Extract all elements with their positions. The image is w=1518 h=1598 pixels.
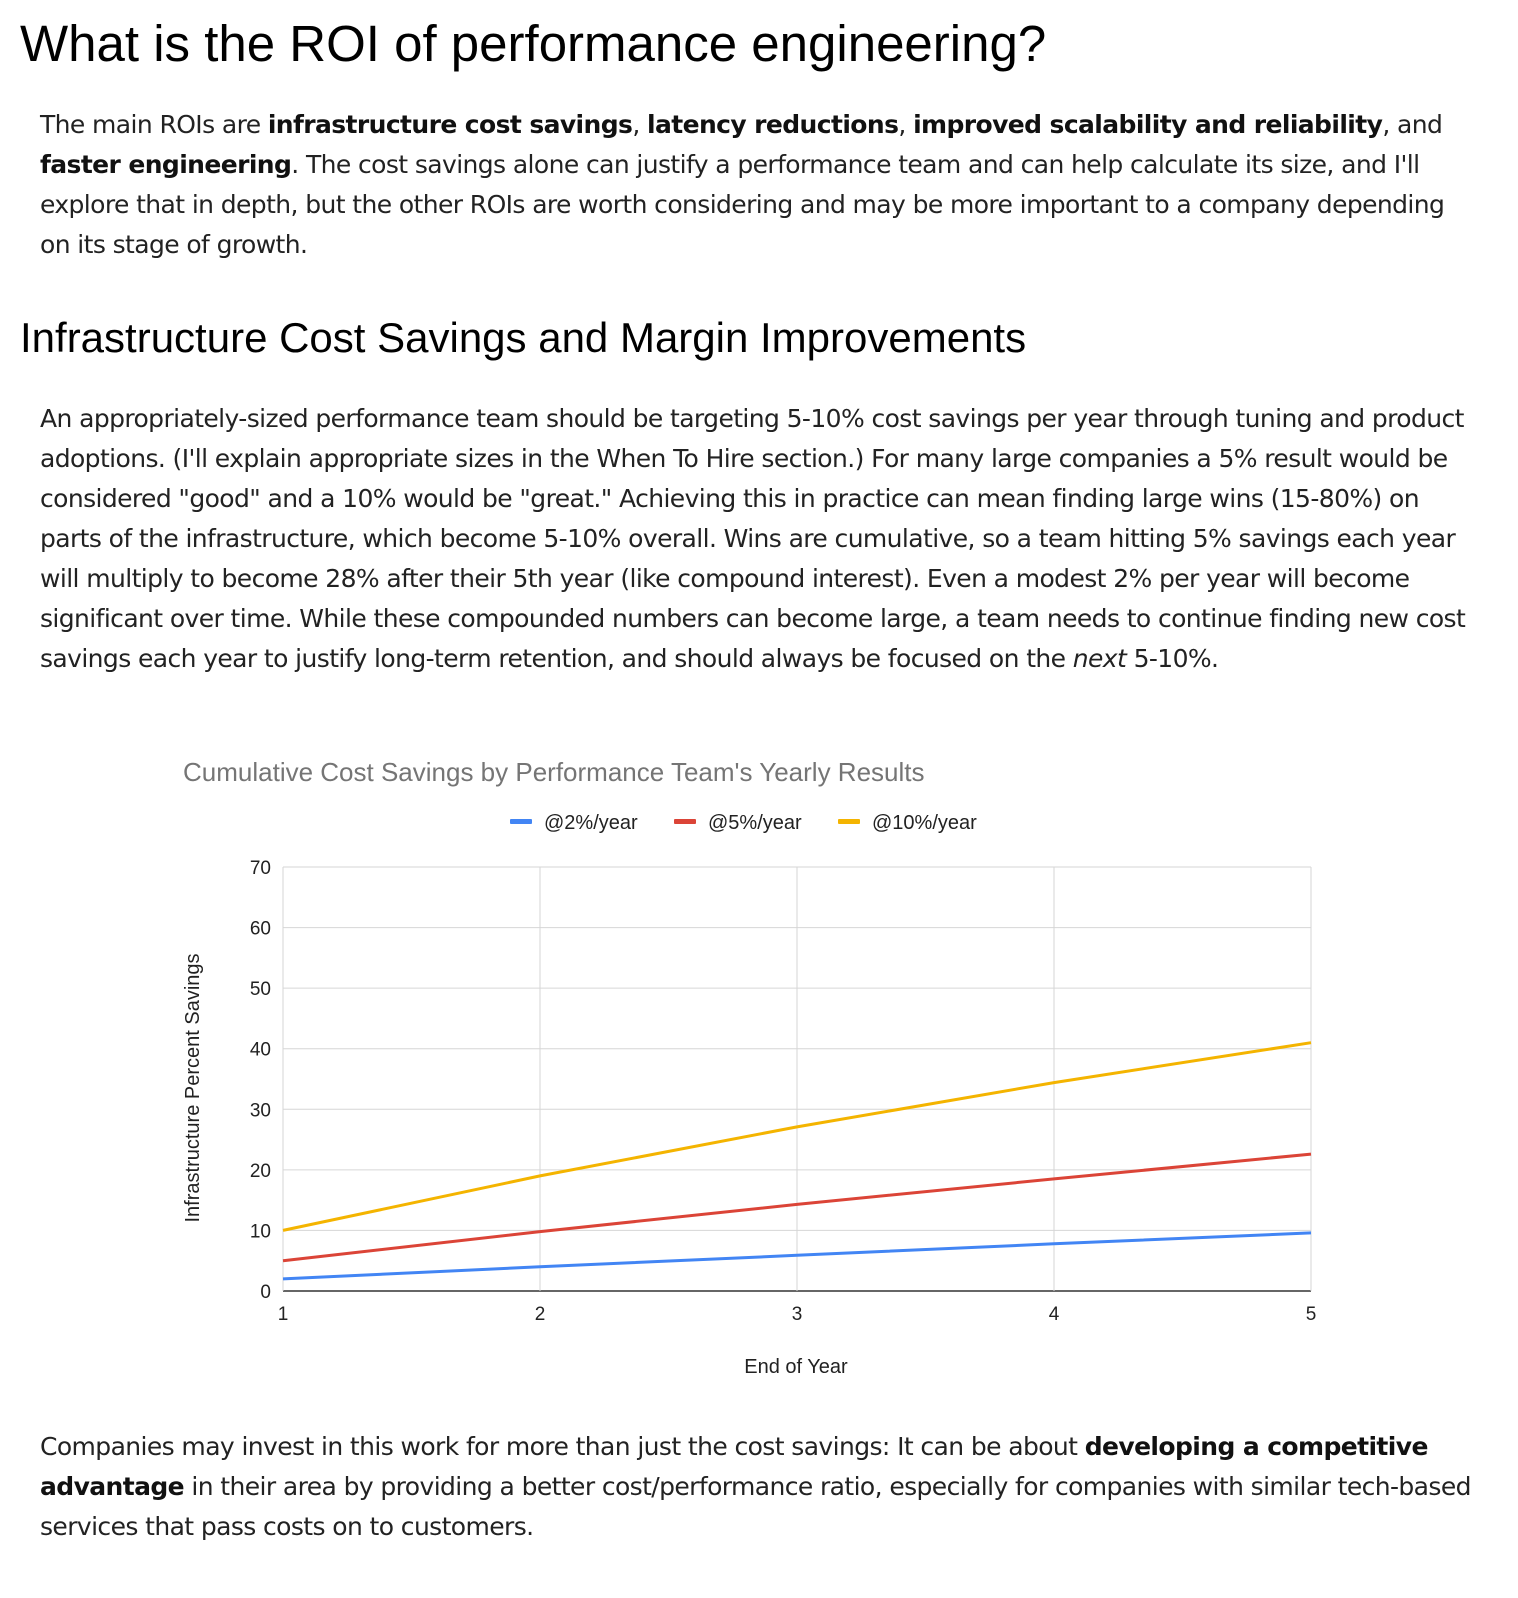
y-tick-label: 70 [250,858,271,879]
intro-paragraph: The main ROIs are infrastructure cost sa… [40,105,1480,265]
chart-title: Cumulative Cost Savings by Performance T… [183,757,924,787]
legend-swatch [510,819,532,824]
closing-paragraph: Companies may invest in this work for mo… [40,1427,1480,1547]
x-tick-label: 3 [792,1304,803,1325]
x-tick-label: 1 [278,1304,289,1325]
chart-legend: @2%/year @5%/year @10%/year [510,812,977,834]
intro-text-5: . The cost savings alone can justify a p… [40,150,1445,259]
cost-savings-chart: Cumulative Cost Savings by Performance T… [182,757,1317,1378]
chart-series [282,1041,1312,1281]
intro-bold-faster-engineering: faster engineering [40,150,292,179]
y-tick-label: 20 [250,1161,271,1182]
legend-label: @2%/year [544,812,638,834]
intro-bold-scalability: improved scalability and reliability [913,110,1383,139]
chart-gridlines [282,866,1312,1292]
y-tick-label: 0 [260,1282,271,1303]
section-paragraph: An appropriately-sized performance team … [40,399,1480,679]
y-tick-label: 60 [250,919,271,940]
y-tick-label: 10 [250,1221,271,1242]
intro-bold-latency: latency reductions [647,110,899,139]
x-axis-label: End of Year [744,1356,848,1378]
x-tick-label: 4 [1049,1304,1060,1325]
intro-text-3: , [898,110,914,139]
section-text-1: An appropriately-sized performance team … [40,404,1466,673]
x-tick-label: 2 [535,1304,546,1325]
legend-item-3: @10%/year [838,812,977,834]
intro-bold-cost-savings: infrastructure cost savings [267,110,633,139]
y-axis-label: Infrastructure Percent Savings [182,953,204,1222]
closing-bold-competitive-advantage: developing a competitive advantage [40,1432,1428,1501]
closing-text-2: in their area by providing a better cost… [40,1472,1471,1541]
x-tick-label: 5 [1306,1304,1317,1325]
intro-text-2: , [632,110,648,139]
series-line-3 [282,1041,1312,1232]
y-tick-label: 50 [250,979,271,1000]
legend-item-1: @2%/year [510,812,638,834]
y-axis-ticks: 0 10 20 30 40 50 60 70 [250,858,271,1303]
legend-swatch [674,819,696,824]
y-tick-label: 30 [250,1100,271,1121]
intro-text-4: , and [1382,110,1443,139]
page-title: What is the ROI of performance engineeri… [20,15,1047,72]
legend-label: @10%/year [872,812,977,834]
intro-text-1: The main ROIs are [40,110,268,139]
legend-item-2: @5%/year [674,812,802,834]
series-line-2 [282,1152,1312,1263]
section-text-2: 5-10%. [1126,644,1219,673]
closing-text-1: Companies may invest in this work for mo… [40,1432,1085,1461]
legend-label: @5%/year [708,812,802,834]
legend-swatch [838,819,860,824]
section-emphasis: next [1072,644,1127,673]
y-tick-label: 40 [250,1040,271,1061]
section-heading: Infrastructure Cost Savings and Margin I… [20,314,1027,361]
series-line-1 [282,1231,1312,1281]
x-axis-ticks: 1 2 3 4 5 [278,1304,1317,1325]
